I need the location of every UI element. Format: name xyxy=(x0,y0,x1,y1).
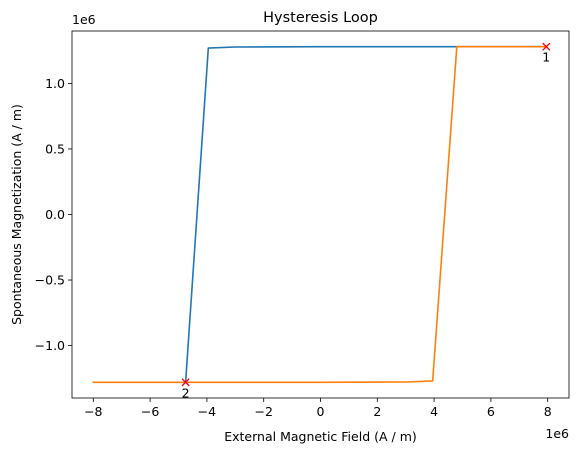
y-tick-label: 1.0 xyxy=(45,76,65,91)
x-tick-label: 6 xyxy=(487,404,495,419)
y-tick-label: −0.5 xyxy=(35,273,65,288)
x-tick-label: −8 xyxy=(84,404,102,419)
x-tick-label: 8 xyxy=(544,404,552,419)
marker-layer: 12 xyxy=(181,42,551,400)
x-tick-label: 0 xyxy=(317,404,325,419)
x-tick-label: 4 xyxy=(430,404,438,419)
y-tick-label: −1.0 xyxy=(35,338,65,353)
plot-area xyxy=(72,31,569,398)
x-offset-label: 1e6 xyxy=(545,426,569,441)
y-offset-label: 1e6 xyxy=(72,12,96,27)
x-ticks: −8 −6 −4 −2 0 2 4 6 8 xyxy=(84,398,552,419)
x-axis-label: External Magnetic Field (A / m) xyxy=(224,429,417,444)
y-tick-label: 0.0 xyxy=(45,207,65,222)
marker-label-1: 1 xyxy=(542,50,550,65)
marker-label-2: 2 xyxy=(182,385,190,400)
y-axis-label: Spontaneous Magnetization (A / m) xyxy=(9,104,24,325)
x-tick-label: −6 xyxy=(141,404,159,419)
x-tick-label: 2 xyxy=(373,404,381,419)
y-ticks: −1.0 −0.5 0.0 0.5 1.0 xyxy=(35,76,72,353)
x-tick-label: −4 xyxy=(198,404,216,419)
y-tick-label: 0.5 xyxy=(45,141,65,156)
x-tick-label: −2 xyxy=(254,404,272,419)
chart-title: Hysteresis Loop xyxy=(263,10,378,26)
marker-2 xyxy=(181,378,190,387)
marker-1 xyxy=(542,42,551,51)
